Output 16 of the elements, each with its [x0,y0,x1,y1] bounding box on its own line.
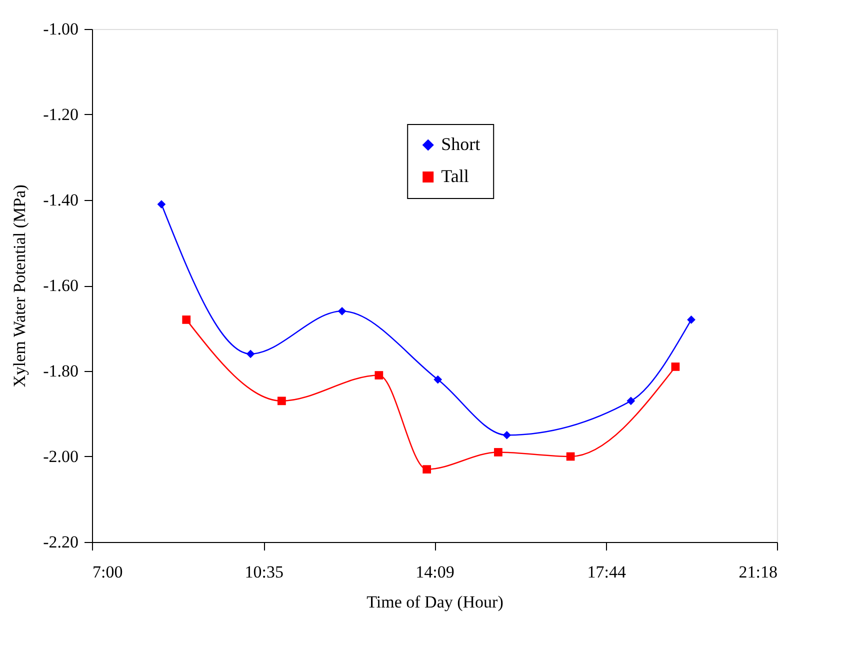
x-tick-label: 10:35 [244,562,284,582]
y-tick-label: -1.00 [43,20,78,38]
x-tick-label: 14:09 [416,562,454,582]
y-tick-label: -1.20 [43,105,78,124]
x-axis-title: Time of Day (Hour) [366,592,504,612]
x-tick-label: 7:00 [92,562,123,582]
x-tick-label: 21:18 [738,562,778,582]
y-tick-label: -1.40 [43,190,78,210]
legend-label: Short [441,134,480,154]
legend-label: Tall [441,166,469,186]
y-tick-label: -1.60 [43,276,78,295]
y-axis-title: Xylem Water Potential (MPa) [10,184,30,388]
y-tick-label: -2.00 [43,447,78,466]
y-tick-label: -1.80 [43,362,78,380]
y-tick-label: -2.20 [43,532,78,552]
x-tick-label: 17:44 [587,562,627,582]
